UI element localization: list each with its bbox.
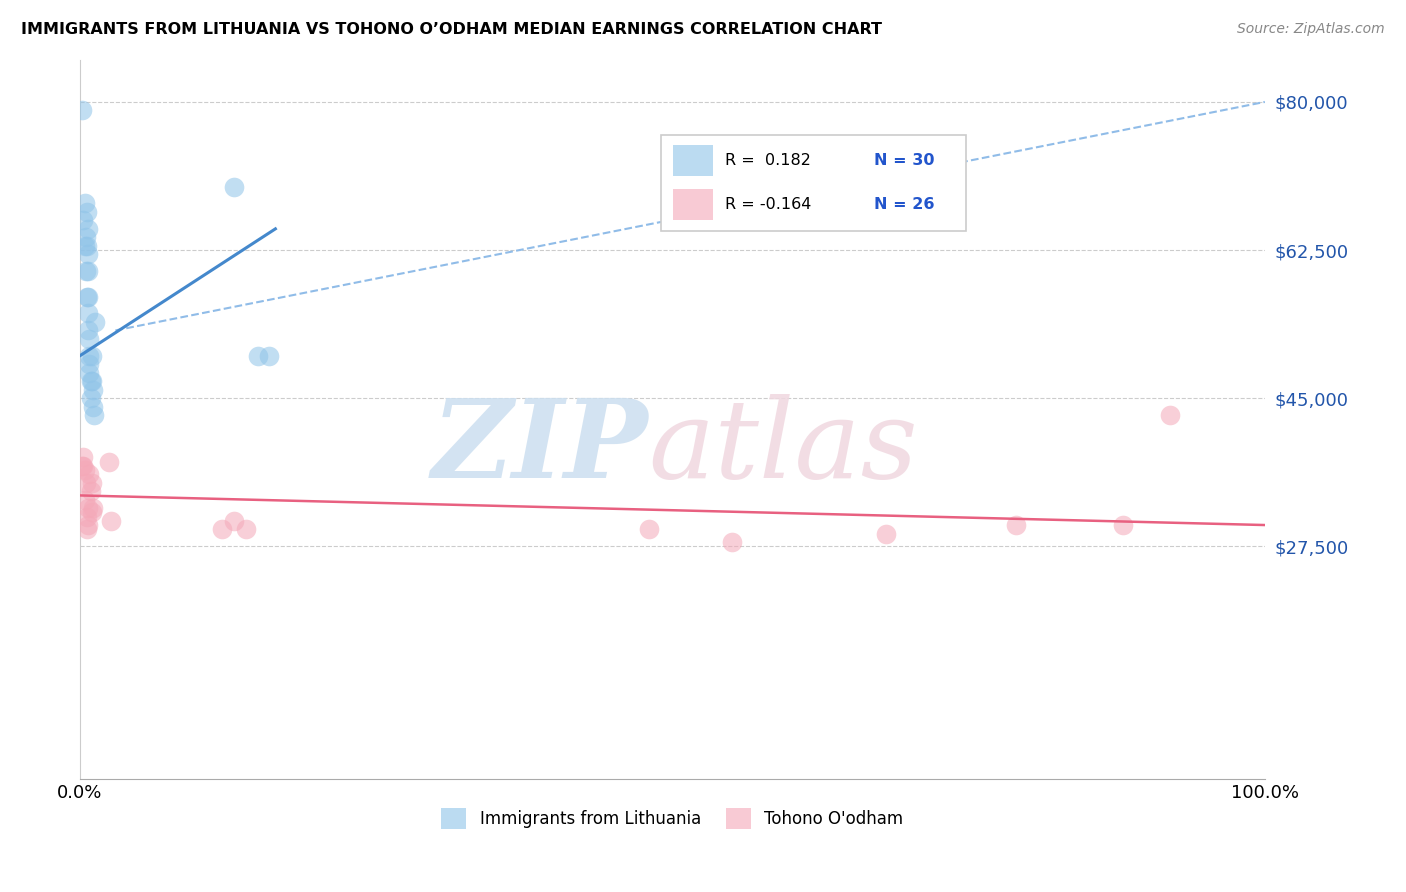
Point xyxy=(211,522,233,536)
Point xyxy=(100,514,122,528)
Point xyxy=(77,222,100,236)
Point xyxy=(76,522,98,536)
Point xyxy=(1005,518,1028,533)
Point xyxy=(875,526,897,541)
Point xyxy=(72,458,94,473)
Point xyxy=(73,492,96,507)
Point xyxy=(77,247,100,261)
Point xyxy=(720,535,742,549)
Legend: Immigrants from Lithuania, Tohono O'odham: Immigrants from Lithuania, Tohono O'odha… xyxy=(434,802,910,835)
Text: R = -0.164: R = -0.164 xyxy=(724,197,811,212)
Point xyxy=(82,400,104,414)
Point xyxy=(637,522,659,536)
Point xyxy=(98,454,121,468)
Point xyxy=(1111,518,1133,533)
Point xyxy=(259,349,281,363)
Text: N = 26: N = 26 xyxy=(875,197,935,212)
Point xyxy=(83,408,105,422)
Point xyxy=(80,505,103,519)
Text: atlas: atlas xyxy=(648,394,918,502)
Point xyxy=(79,484,101,499)
FancyBboxPatch shape xyxy=(673,145,713,176)
Point xyxy=(79,357,101,371)
Point xyxy=(79,374,101,388)
Point xyxy=(70,103,93,118)
Point xyxy=(73,196,96,211)
Point xyxy=(1159,408,1181,422)
Point xyxy=(75,475,97,490)
Point xyxy=(72,450,94,465)
Point xyxy=(82,383,104,397)
Text: R =  0.182: R = 0.182 xyxy=(724,153,811,168)
Point xyxy=(80,374,103,388)
Point xyxy=(73,239,96,253)
Point xyxy=(80,349,103,363)
FancyBboxPatch shape xyxy=(661,135,966,231)
Point xyxy=(222,179,245,194)
Point xyxy=(84,315,107,329)
Point xyxy=(79,332,101,346)
Point xyxy=(246,349,269,363)
Point xyxy=(235,522,257,536)
Point xyxy=(77,289,100,303)
Point xyxy=(77,501,100,516)
Point xyxy=(79,391,101,405)
Text: N = 30: N = 30 xyxy=(875,153,935,168)
Point xyxy=(82,501,104,516)
Text: Source: ZipAtlas.com: Source: ZipAtlas.com xyxy=(1237,22,1385,37)
Point xyxy=(73,463,96,477)
Point xyxy=(80,475,103,490)
Text: IMMIGRANTS FROM LITHUANIA VS TOHONO O’ODHAM MEDIAN EARNINGS CORRELATION CHART: IMMIGRANTS FROM LITHUANIA VS TOHONO O’OD… xyxy=(21,22,882,37)
FancyBboxPatch shape xyxy=(673,189,713,220)
Point xyxy=(76,205,98,219)
Point xyxy=(77,518,100,533)
Point xyxy=(76,509,98,524)
Point xyxy=(222,514,245,528)
Point xyxy=(77,264,100,278)
Point xyxy=(77,323,100,337)
Point xyxy=(77,306,100,320)
Point xyxy=(75,264,97,278)
Point xyxy=(72,213,94,227)
Point xyxy=(75,230,97,244)
Point xyxy=(79,349,101,363)
Point xyxy=(76,239,98,253)
Text: ZIP: ZIP xyxy=(432,394,648,502)
Point xyxy=(70,458,93,473)
Point xyxy=(79,467,101,482)
Point xyxy=(76,289,98,303)
Point xyxy=(79,366,101,380)
